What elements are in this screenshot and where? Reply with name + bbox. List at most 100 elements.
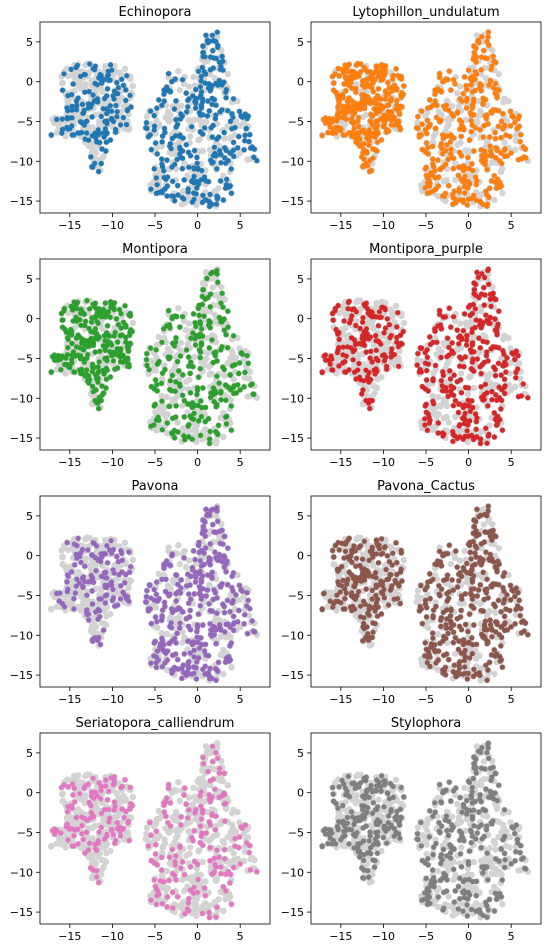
highlight-point <box>236 371 241 376</box>
highlight-point <box>355 61 360 66</box>
highlight-point <box>172 106 177 111</box>
highlight-point <box>65 93 70 98</box>
highlight-point <box>495 87 500 92</box>
y-tick-label: −15 <box>10 432 33 445</box>
highlight-point <box>242 147 247 152</box>
highlight-point <box>379 68 384 73</box>
highlight-point <box>379 116 384 121</box>
highlight-point <box>209 337 214 342</box>
highlight-point <box>345 82 350 87</box>
highlight-point <box>169 193 174 198</box>
background-point <box>499 190 505 196</box>
highlight-point <box>96 132 101 137</box>
highlight-point <box>471 148 476 153</box>
highlight-point <box>448 152 453 157</box>
highlight-point <box>424 173 429 178</box>
highlight-point <box>204 276 209 281</box>
highlight-point <box>61 71 66 76</box>
highlight-point <box>478 127 483 132</box>
highlight-point <box>84 130 89 135</box>
highlight-point <box>474 71 479 76</box>
highlight-point <box>242 138 247 143</box>
highlight-point <box>197 303 202 308</box>
highlight-point <box>206 322 211 327</box>
highlight-point <box>384 127 389 132</box>
highlight-point <box>77 345 82 350</box>
highlight-point <box>105 131 110 136</box>
highlight-point <box>86 101 91 106</box>
highlight-point <box>229 111 234 116</box>
highlight-point <box>154 106 159 111</box>
highlight-point <box>447 69 452 74</box>
highlight-point <box>450 192 455 197</box>
highlight-point <box>160 134 165 139</box>
highlight-point <box>457 118 462 123</box>
highlight-point <box>192 148 197 153</box>
highlight-point <box>59 311 64 316</box>
highlight-point <box>104 118 109 123</box>
highlight-point <box>464 105 469 110</box>
highlight-point <box>426 151 431 156</box>
highlight-point <box>152 166 157 171</box>
background-point <box>501 139 507 145</box>
highlight-point <box>144 363 149 368</box>
highlight-point <box>74 306 79 311</box>
highlight-point <box>143 125 148 130</box>
highlight-point <box>459 134 464 139</box>
y-tick-label: −5 <box>17 115 33 128</box>
highlight-point <box>165 183 170 188</box>
highlight-point <box>231 96 236 101</box>
highlight-point <box>74 319 79 324</box>
highlight-point <box>75 130 80 135</box>
highlight-point <box>196 418 201 423</box>
highlight-point <box>232 362 237 367</box>
highlight-point <box>250 381 255 386</box>
y-tick-label: 5 <box>26 273 33 286</box>
highlight-point <box>516 157 521 162</box>
highlight-point <box>193 87 198 92</box>
highlight-point <box>101 314 106 319</box>
background-point <box>221 135 227 141</box>
x-tick-label: −15 <box>58 456 81 469</box>
highlight-point <box>446 157 451 162</box>
highlight-point <box>64 330 69 335</box>
highlight-point <box>242 384 247 389</box>
highlight-point <box>165 420 170 425</box>
background-point <box>225 71 231 77</box>
highlight-point <box>121 83 126 88</box>
highlight-point <box>126 312 131 317</box>
highlight-point <box>461 127 466 132</box>
highlight-point <box>374 66 379 71</box>
highlight-point <box>499 119 504 124</box>
background-point <box>474 119 480 125</box>
highlight-point <box>368 119 373 124</box>
y-tick-label: −10 <box>281 155 304 168</box>
background-point <box>165 346 171 352</box>
background-point <box>513 132 519 138</box>
highlight-point <box>160 427 165 432</box>
highlight-point <box>102 96 107 101</box>
highlight-point <box>90 384 95 389</box>
highlight-point <box>151 422 156 427</box>
highlight-point <box>97 349 102 354</box>
highlight-point <box>335 113 340 118</box>
highlight-point <box>172 428 177 433</box>
y-tick-label: 0 <box>26 313 33 326</box>
highlight-point <box>108 374 113 379</box>
highlight-point <box>219 344 224 349</box>
highlight-point <box>457 189 462 194</box>
highlight-point <box>495 184 500 189</box>
background-point <box>175 419 181 425</box>
background-point <box>496 71 502 77</box>
y-tick-label: −5 <box>288 115 304 128</box>
highlight-point <box>352 133 357 138</box>
highlight-point <box>470 103 475 108</box>
highlight-point <box>459 123 464 128</box>
highlight-point <box>124 122 129 127</box>
highlight-point <box>448 147 453 152</box>
highlight-point <box>192 180 197 185</box>
highlight-point <box>223 90 228 95</box>
highlight-point <box>450 202 455 207</box>
highlight-point <box>99 114 104 119</box>
highlight-point <box>65 345 70 350</box>
